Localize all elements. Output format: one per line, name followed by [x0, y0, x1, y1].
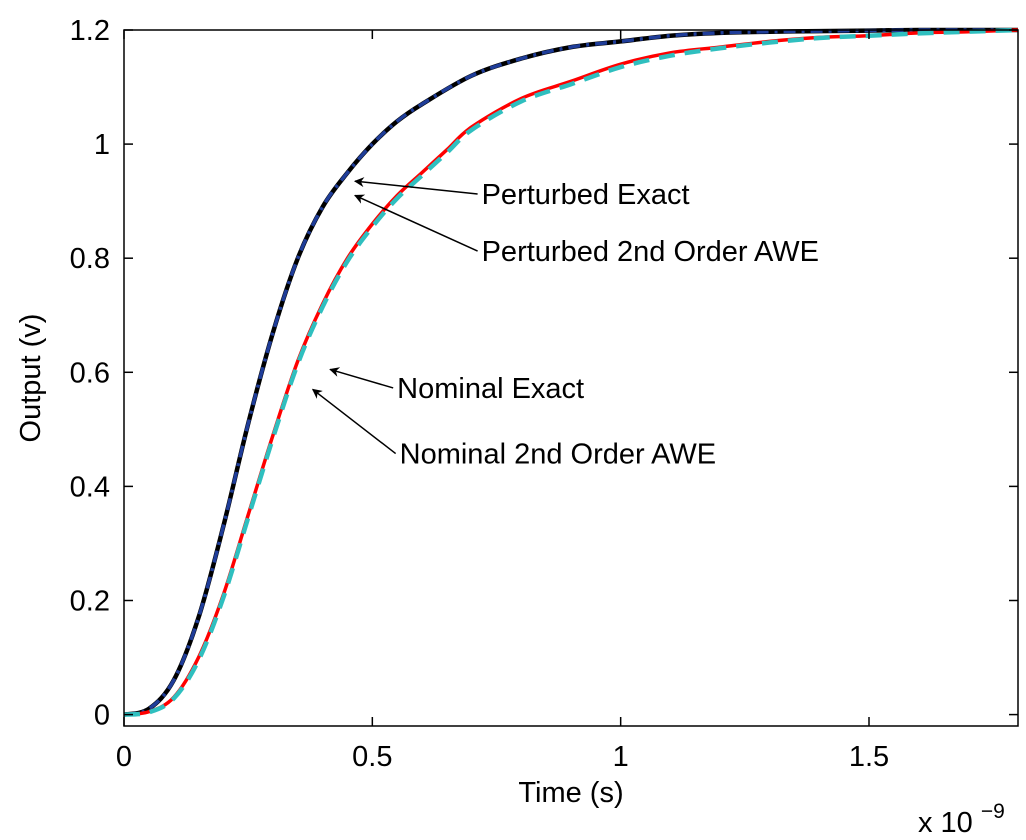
x-exponent-power: −9	[981, 800, 1005, 823]
series-line-3	[123, 28, 1019, 717]
x-tick-label: 1	[613, 741, 629, 773]
x-tick-label: 0	[116, 741, 132, 773]
series-layer	[123, 27, 1019, 717]
annotation-layer: Perturbed Exact Perturbed 2nd Order AWE No…	[311, 177, 819, 471]
y-tick-label: 0.8	[70, 243, 110, 275]
y-tick-label: 0.4	[70, 471, 110, 503]
plot-frame	[123, 29, 1019, 727]
y-tick-label: 0	[94, 700, 110, 732]
x-exponent-label: x 10 −9	[918, 800, 1005, 839]
annotation-label-2: Perturbed 2nd Order AWE	[482, 236, 819, 268]
y-tick-label: 1	[94, 129, 110, 161]
y-tick-label: 0.2	[70, 585, 110, 617]
series-line-2	[123, 28, 1018, 717]
x-tick-label: 0.5	[352, 741, 392, 773]
x-axis-label: Time (s)	[518, 777, 623, 809]
y-axis-label: Output (v)	[15, 314, 47, 443]
y-tick-label: 0.6	[70, 357, 110, 389]
annotation-arrow-3	[329, 367, 394, 389]
x-tick-label: 1.5	[849, 741, 889, 773]
x-exponent-base: x 10	[918, 807, 973, 839]
annotation-label-4: Nominal 2nd Order AWE	[400, 439, 716, 471]
annotation-arrow-1	[353, 177, 478, 195]
annotation-label-3: Nominal Exact	[397, 373, 584, 405]
ticks-layer: 0 0.5 1 1.5 0 0.2 0.4 0.6 0.8 1 1.2	[70, 15, 1018, 773]
annotation-arrow-4	[311, 388, 397, 455]
y-tick-label: 1.2	[70, 15, 110, 47]
annotation-arrow-2	[354, 194, 478, 252]
annotation-label-1: Perturbed Exact	[482, 179, 690, 211]
